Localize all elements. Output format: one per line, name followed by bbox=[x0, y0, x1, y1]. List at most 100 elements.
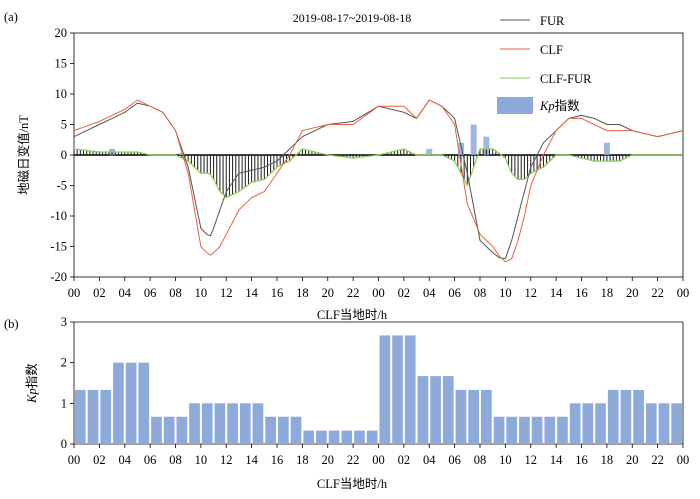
panel-b-x-tick-label: 18 bbox=[296, 453, 309, 467]
panel-a-x-tick-label: 16 bbox=[575, 286, 588, 300]
panel-a-kp-bar bbox=[178, 153, 185, 155]
panel-a-x-tick-label: 04 bbox=[119, 286, 132, 300]
panel-b-y-label: Kp指数 bbox=[24, 363, 39, 404]
kp-bar bbox=[316, 430, 327, 444]
panel-a-x-tick-label: 08 bbox=[169, 286, 182, 300]
panel-b-x-label: CLF当地时/h bbox=[317, 477, 388, 491]
panel-a: (a) 2019-08-17~2019-08-18 地磁日变值/nT CLF当地… bbox=[4, 10, 689, 322]
panel-a-label: (a) bbox=[4, 10, 18, 24]
panel-b-x-tick-label: 04 bbox=[119, 453, 132, 467]
panel-b-x-ticks: 00 02 04 06 08 10 12 14 16 18 20 22 00 02 04 06 08 10 12 14… bbox=[68, 444, 689, 467]
panel-a-x-tick-label: 20 bbox=[626, 286, 639, 300]
kp-bar bbox=[645, 403, 657, 444]
panel-a-y-tick-label: -15 bbox=[50, 240, 67, 254]
kp-bar bbox=[125, 362, 137, 444]
panel-b-x-tick-label: 10 bbox=[499, 453, 512, 467]
panel-b-x-tick-label: 02 bbox=[398, 453, 411, 467]
kp-bar bbox=[252, 403, 264, 444]
kp-bar bbox=[265, 416, 276, 444]
panel-a-series-lines bbox=[73, 99, 684, 263]
kp-bar bbox=[239, 403, 251, 444]
panel-b-x-tick-label: 20 bbox=[322, 453, 335, 467]
panel-a-y-tick-label: 10 bbox=[55, 87, 68, 101]
panel-a-kp-bar bbox=[483, 136, 490, 155]
panel-a-kp-bars bbox=[109, 124, 610, 155]
kp-bar bbox=[379, 335, 391, 444]
panel-a-x-tick-label: 22 bbox=[347, 286, 360, 300]
panel-a-clf-fur-bars bbox=[73, 148, 683, 199]
kp-bar bbox=[75, 389, 86, 444]
kp-bar bbox=[468, 389, 479, 444]
panel-a-x-tick-label: 14 bbox=[245, 286, 258, 300]
panel-b-x-tick-label: 06 bbox=[448, 453, 461, 467]
panel-a-y-tick-label: 20 bbox=[55, 26, 68, 40]
kp-bar bbox=[481, 389, 492, 444]
panel-a-kp-bar bbox=[457, 142, 464, 155]
panel-a-x-tick-label: 12 bbox=[525, 286, 538, 300]
panel-b-x-tick-label: 18 bbox=[601, 453, 614, 467]
legend-kp-swatch bbox=[497, 97, 533, 114]
panel-a-x-tick-label: 00 bbox=[68, 286, 81, 300]
kp-bar bbox=[87, 389, 99, 444]
panel-a-title: 2019-08-17~2019-08-18 bbox=[293, 11, 411, 25]
panel-b-x-tick-label: 08 bbox=[474, 453, 487, 467]
legend: FUR CLF CLF-FUR Kp指数 bbox=[497, 14, 592, 114]
panel-a-x-tick-label: 22 bbox=[651, 286, 664, 300]
kp-bar bbox=[595, 403, 606, 444]
kp-bar bbox=[113, 362, 124, 444]
legend-fur-label: FUR bbox=[540, 14, 565, 28]
panel-b-x-tick-label: 10 bbox=[195, 453, 208, 467]
kp-bar bbox=[328, 430, 340, 444]
panel-b-x-tick-label: 22 bbox=[347, 453, 360, 467]
kp-bar bbox=[620, 389, 632, 444]
panel-b-x-tick-label: 14 bbox=[550, 453, 563, 467]
panel-b-x-tick-label: 00 bbox=[68, 453, 81, 467]
panel-a-y-ticks: -20 -15 -10 -5 0 5 10 15 20 bbox=[50, 26, 74, 284]
panel-a-x-ticks: 00 02 04 06 08 10 12 14 16 18 20 22 00 02 04 06 08 10 12 14… bbox=[68, 277, 690, 300]
panel-a-kp-bar bbox=[470, 124, 477, 155]
kp-bar bbox=[392, 335, 403, 444]
panel-b-x-tick-label: 04 bbox=[423, 453, 436, 467]
legend-kp-label: Kp指数 bbox=[539, 98, 580, 113]
panel-a-x-tick-label: 06 bbox=[144, 286, 157, 300]
kp-bar bbox=[214, 403, 226, 444]
clf-line bbox=[73, 99, 684, 263]
kp-bar bbox=[607, 389, 619, 444]
panel-a-x-tick-label: 20 bbox=[322, 286, 335, 300]
kp-bar bbox=[557, 416, 568, 444]
kp-bar bbox=[582, 403, 594, 444]
kp-bar bbox=[531, 416, 543, 444]
panel-a-x-tick-label: 18 bbox=[296, 286, 309, 300]
kp-bar bbox=[100, 389, 112, 444]
panel-a-x-tick-label: 18 bbox=[601, 286, 614, 300]
kp-bar bbox=[544, 416, 556, 444]
kp-bar bbox=[303, 430, 315, 444]
kp-bar bbox=[366, 430, 378, 444]
kp-bar bbox=[227, 403, 238, 444]
panel-a-x-tick-label: 04 bbox=[423, 286, 436, 300]
panel-a-y-label: 地磁日变值/nT bbox=[16, 115, 31, 195]
panel-a-x-tick-label: 06 bbox=[448, 286, 461, 300]
kp-bar bbox=[569, 403, 581, 444]
panel-a-kp-bar bbox=[603, 142, 610, 155]
kp-bar bbox=[201, 403, 213, 444]
panel-a-y-tick-label: -20 bbox=[50, 270, 67, 284]
panel-b-x-tick-label: 00 bbox=[372, 453, 385, 467]
panel-b-x-tick-label: 02 bbox=[93, 453, 106, 467]
panel-a-x-label: CLF当地时/h bbox=[317, 308, 388, 322]
kp-bar bbox=[442, 376, 454, 444]
panel-b-y-tick-label: 2 bbox=[61, 356, 67, 370]
kp-bar bbox=[658, 403, 670, 444]
legend-clf-fur-label: CLF-FUR bbox=[540, 72, 592, 86]
panel-a-x-tick-label: 00 bbox=[677, 286, 690, 300]
clf-fur-envelope bbox=[73, 148, 683, 199]
kp-bar bbox=[633, 389, 644, 444]
panel-a-x-tick-label: 02 bbox=[398, 286, 411, 300]
kp-bar bbox=[163, 416, 175, 444]
panel-b-x-tick-label: 12 bbox=[525, 453, 538, 467]
panel-a-y-tick-label: 0 bbox=[61, 148, 67, 162]
panel-b-x-tick-label: 06 bbox=[144, 453, 157, 467]
panel-b-x-tick-label: 12 bbox=[220, 453, 233, 467]
